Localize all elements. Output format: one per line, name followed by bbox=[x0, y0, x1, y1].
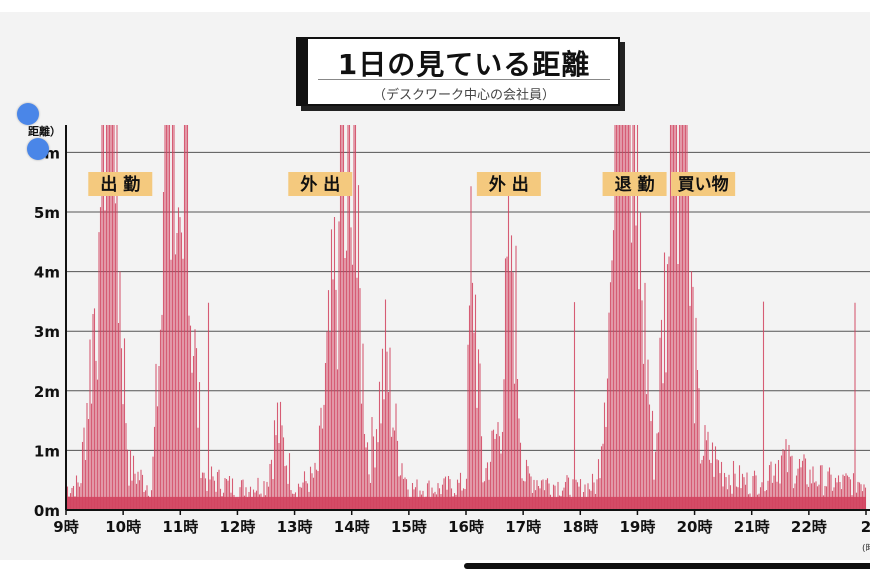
y-tick-label: 4m bbox=[34, 264, 60, 282]
selection-handle-top[interactable] bbox=[17, 103, 39, 125]
y-tick-label: 3m bbox=[34, 323, 60, 341]
home-indicator[interactable] bbox=[464, 563, 870, 569]
x-tick-label: 21時 bbox=[734, 518, 770, 536]
activity-label: 買い物 bbox=[678, 174, 729, 195]
x-tick-label: 11時 bbox=[162, 518, 198, 536]
y-tick-label: 5m bbox=[34, 204, 60, 222]
x-tick-label: 12時 bbox=[219, 518, 255, 536]
chart-title-box: 1日の見ている距離 （デスクワーク中心の会社員） bbox=[296, 37, 620, 106]
x-tick-label: 17時 bbox=[505, 518, 541, 536]
activity-label-bg bbox=[288, 172, 353, 196]
y-tick-label: 0m bbox=[34, 502, 60, 520]
chart-subtitle: （デスクワーク中心の会社員） bbox=[372, 88, 555, 103]
x-unit-note: (時 bbox=[862, 543, 870, 554]
selection-handle-bottom[interactable] bbox=[27, 138, 49, 160]
activity-label-bg bbox=[88, 172, 153, 196]
activity-label: 退 勤 bbox=[615, 175, 655, 195]
title-accent-bar bbox=[296, 37, 308, 106]
x-tick-label: 22時 bbox=[791, 518, 827, 536]
x-tick-label: 14時 bbox=[334, 518, 370, 536]
chart-title: 1日の見ている距離 bbox=[337, 48, 591, 81]
x-tick-label: 19時 bbox=[619, 518, 655, 536]
activity-label: 外 出 bbox=[489, 174, 529, 195]
y-tick-label: 2m bbox=[34, 383, 60, 401]
x-tick-label: 15時 bbox=[391, 518, 427, 536]
activity-label: 出 勤 bbox=[100, 174, 140, 195]
activity-label: 外 出 bbox=[300, 174, 340, 195]
x-tick-label: 9時 bbox=[53, 518, 78, 536]
x-tick-label: 10時 bbox=[105, 518, 141, 536]
title-divider bbox=[318, 79, 610, 80]
activity-labels: 出 勤 外 出 外 出 退 勤 買い物 bbox=[88, 172, 736, 196]
x-tick-label: 2 bbox=[861, 518, 870, 536]
distance-baseline-fill bbox=[66, 496, 866, 510]
activity-label-bg bbox=[476, 172, 541, 196]
distance-series bbox=[65, 125, 867, 510]
y-tick-label: 1m bbox=[34, 442, 60, 460]
x-tick-label: 20時 bbox=[677, 518, 713, 536]
x-tick-label: 13時 bbox=[277, 518, 313, 536]
activity-label-bg bbox=[602, 172, 667, 196]
activity-label-bg bbox=[671, 172, 736, 196]
x-tick-label: 18時 bbox=[562, 518, 598, 536]
y-axis-label: 距離） bbox=[28, 124, 61, 138]
x-tick-label: 16時 bbox=[448, 518, 484, 536]
